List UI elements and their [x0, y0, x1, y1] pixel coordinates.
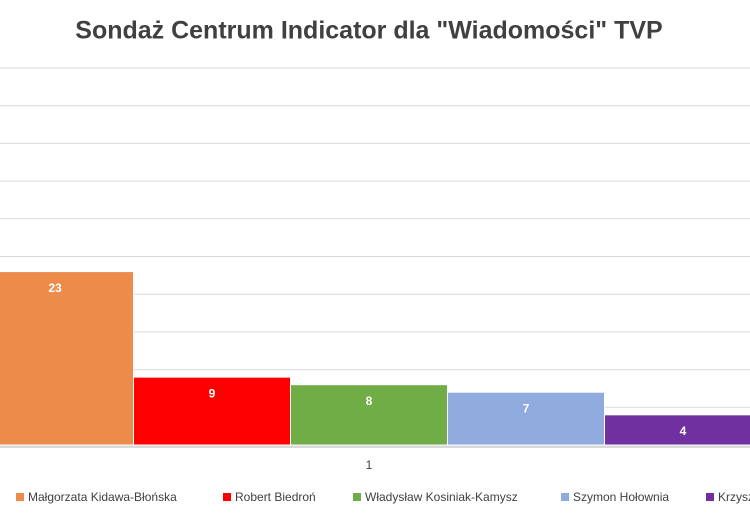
bar — [447, 391, 605, 446]
bar — [133, 376, 291, 446]
value-label: 9 — [209, 386, 216, 400]
legend-swatch — [223, 493, 231, 501]
chart-title: Sondaż Centrum Indicator dla "Wiadomości… — [75, 17, 662, 45]
bar — [604, 414, 750, 446]
legend-swatch — [706, 493, 714, 501]
value-label: 8 — [366, 394, 373, 408]
legend-label: Małgorzata Kidawa-Błońska — [28, 490, 177, 504]
axis-band — [0, 445, 750, 448]
legend-swatch — [561, 493, 569, 501]
legend-label: Robert Biedroń — [235, 490, 316, 504]
x-tick-label: 1 — [366, 458, 373, 472]
bar — [290, 384, 448, 446]
legend-swatch — [16, 493, 24, 501]
bar — [0, 271, 134, 446]
value-label: 23 — [48, 281, 62, 295]
value-label: 7 — [523, 401, 530, 415]
legend-swatch — [353, 493, 361, 501]
legend-label: Władysław Kosiniak-Kamysz — [365, 490, 518, 504]
value-label: 4 — [680, 424, 687, 438]
legend-label: Krzysz — [718, 490, 750, 504]
legend-label: Szymon Hołownia — [573, 490, 669, 504]
